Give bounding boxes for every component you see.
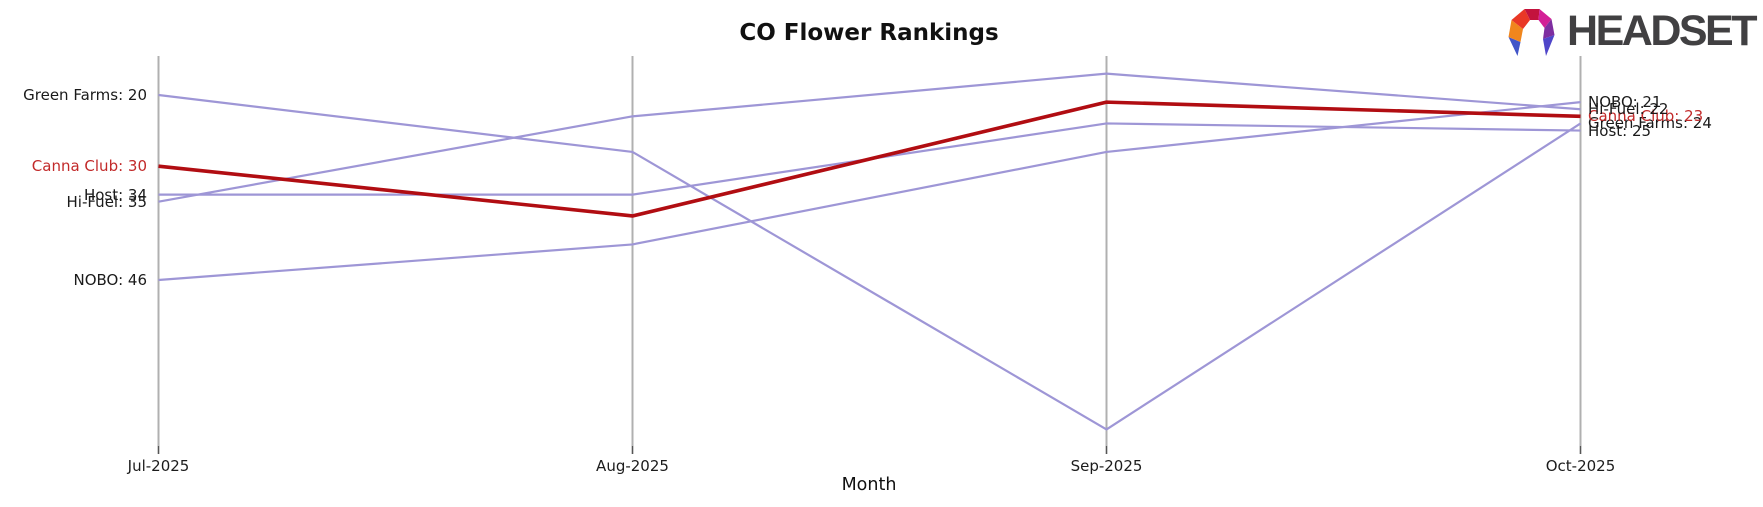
x-tick-label-sep-2025: Sep-2025 <box>1070 457 1143 475</box>
series-label-left-canna-club: Canna Club: 30 <box>31 157 147 176</box>
x-tick-label-aug-2025: Aug-2025 <box>596 457 669 475</box>
x-tick-label-jul-2025: Jul-2025 <box>127 457 190 475</box>
series-line-green-farms <box>158 93 1582 431</box>
x-axis-title: Month <box>841 475 897 495</box>
x-tick-label-oct-2025: Oct-2025 <box>1545 457 1616 475</box>
series-label-left-nobo: NOBO: 46 <box>73 270 147 289</box>
series-label-left-green-farms: Green Farms: 20 <box>23 86 147 104</box>
series-label-left-hi-fuel: Hi-Fuel: 35 <box>66 192 147 211</box>
series-line-nobo <box>158 101 1581 282</box>
series-line-canna-club <box>158 100 1581 218</box>
headset-logo: HEADSET <box>1503 6 1757 56</box>
headset-logo-icon <box>1508 9 1555 56</box>
series-label-right-nobo: NOBO: 21 <box>1588 93 1662 112</box>
series-label-right-host: Host: 25 <box>1588 121 1652 140</box>
series-label-right-canna-club: Canna Club: 23 <box>1588 107 1704 126</box>
series-label-right-green-farms: Green Farms: 24 <box>1588 114 1712 133</box>
headset-logo-text: HEADSET <box>1567 6 1757 55</box>
series-line-hi-fuel <box>158 72 1581 203</box>
series-label-right-hi-fuel: Hi-Fuel: 22 <box>1588 100 1669 119</box>
series-label-left-host: Host: 34 <box>83 185 147 204</box>
page-title: CO Flower Rankings <box>739 20 999 46</box>
